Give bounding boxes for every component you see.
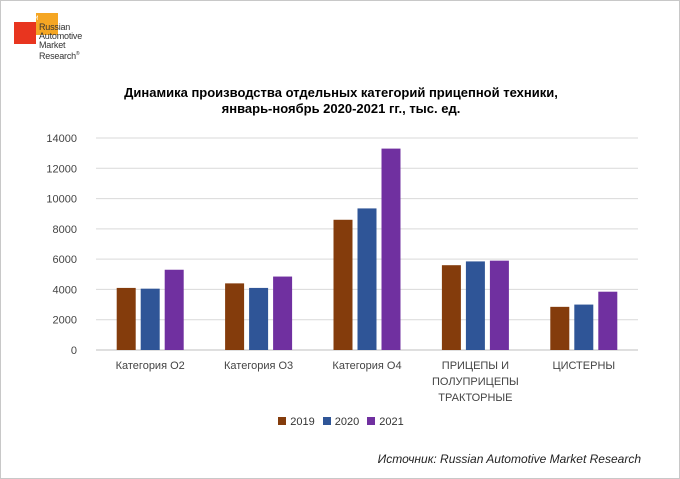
y-tick-label: 10000 bbox=[46, 194, 77, 206]
logo-line-text: Research bbox=[39, 51, 76, 61]
y-tick-label: 0 bbox=[71, 345, 77, 357]
x-tick-label: ЦИСТЕРНЫ bbox=[552, 360, 615, 372]
bar-2021 bbox=[164, 269, 184, 350]
y-tick-label: 14000 bbox=[46, 133, 77, 145]
bar-2020 bbox=[574, 304, 594, 350]
bar-2019 bbox=[333, 219, 353, 350]
bar-2020 bbox=[249, 287, 269, 350]
legend-label: 2021 bbox=[379, 416, 404, 428]
logo-line: Research® bbox=[39, 50, 82, 61]
legend-label: 2020 bbox=[334, 416, 360, 428]
bar-2020 bbox=[465, 261, 485, 350]
chart-legend: 2019 2020 2021 bbox=[1, 416, 680, 428]
bar-2019 bbox=[116, 287, 136, 350]
x-tick-label: ПРИЦЕПЫ И bbox=[442, 360, 509, 372]
y-tick-label: 12000 bbox=[46, 163, 77, 175]
legend-item: 2020 bbox=[322, 416, 360, 428]
logo-orange-square bbox=[36, 13, 58, 35]
logo-line: Automotive bbox=[39, 31, 83, 41]
logo-line: Market bbox=[39, 40, 66, 50]
x-tick-label: Категория О2 bbox=[116, 360, 185, 372]
bar-2020 bbox=[357, 208, 377, 350]
x-tick-label: Категория О3 bbox=[224, 360, 293, 372]
chart-title-line-2: январь-ноябрь 2020-2021 гг., тыс. ед. bbox=[221, 101, 461, 116]
bar-2021 bbox=[381, 148, 401, 350]
bar-2021 bbox=[489, 260, 509, 350]
legend-swatch bbox=[278, 417, 287, 425]
logo-registered-mark: ® bbox=[75, 51, 80, 57]
legend-item: 2019 bbox=[278, 416, 315, 428]
bar-2019 bbox=[225, 283, 245, 350]
company-logo: НАПИ Russian Automotive Market Research® bbox=[14, 13, 104, 68]
x-tick-label: ТРАКТОРНЫЕ bbox=[438, 392, 512, 404]
bar-2021 bbox=[273, 276, 293, 350]
y-tick-label: 2000 bbox=[53, 315, 77, 327]
logo-napi-text: НАПИ bbox=[21, 16, 39, 22]
y-tick-label: 6000 bbox=[53, 254, 77, 266]
chart-title-line-1: Динамика производства отдельных категори… bbox=[124, 85, 558, 100]
bar-2021 bbox=[598, 291, 618, 350]
bar-2020 bbox=[140, 288, 160, 350]
source-note: Источник: Russian Automotive Market Rese… bbox=[377, 452, 641, 466]
x-tick-label: ПОЛУПРИЦЕПЫ bbox=[432, 376, 519, 388]
y-tick-label: 4000 bbox=[53, 284, 77, 296]
legend-label: 2019 bbox=[290, 416, 315, 428]
x-tick-label: Категория О4 bbox=[332, 360, 401, 372]
logo-wordmark: Russian Automotive Market Research® bbox=[39, 23, 82, 61]
bar-2019 bbox=[550, 306, 570, 350]
bar-2019 bbox=[441, 265, 461, 350]
logo-red-square bbox=[14, 22, 36, 44]
logo-line: Russian bbox=[39, 22, 71, 32]
legend-item: 2021 bbox=[367, 416, 404, 428]
y-tick-label: 8000 bbox=[53, 224, 77, 236]
legend-swatch bbox=[367, 417, 376, 425]
legend-swatch bbox=[322, 417, 331, 425]
chart-title: Динамика производства отдельных категори… bbox=[1, 85, 680, 117]
